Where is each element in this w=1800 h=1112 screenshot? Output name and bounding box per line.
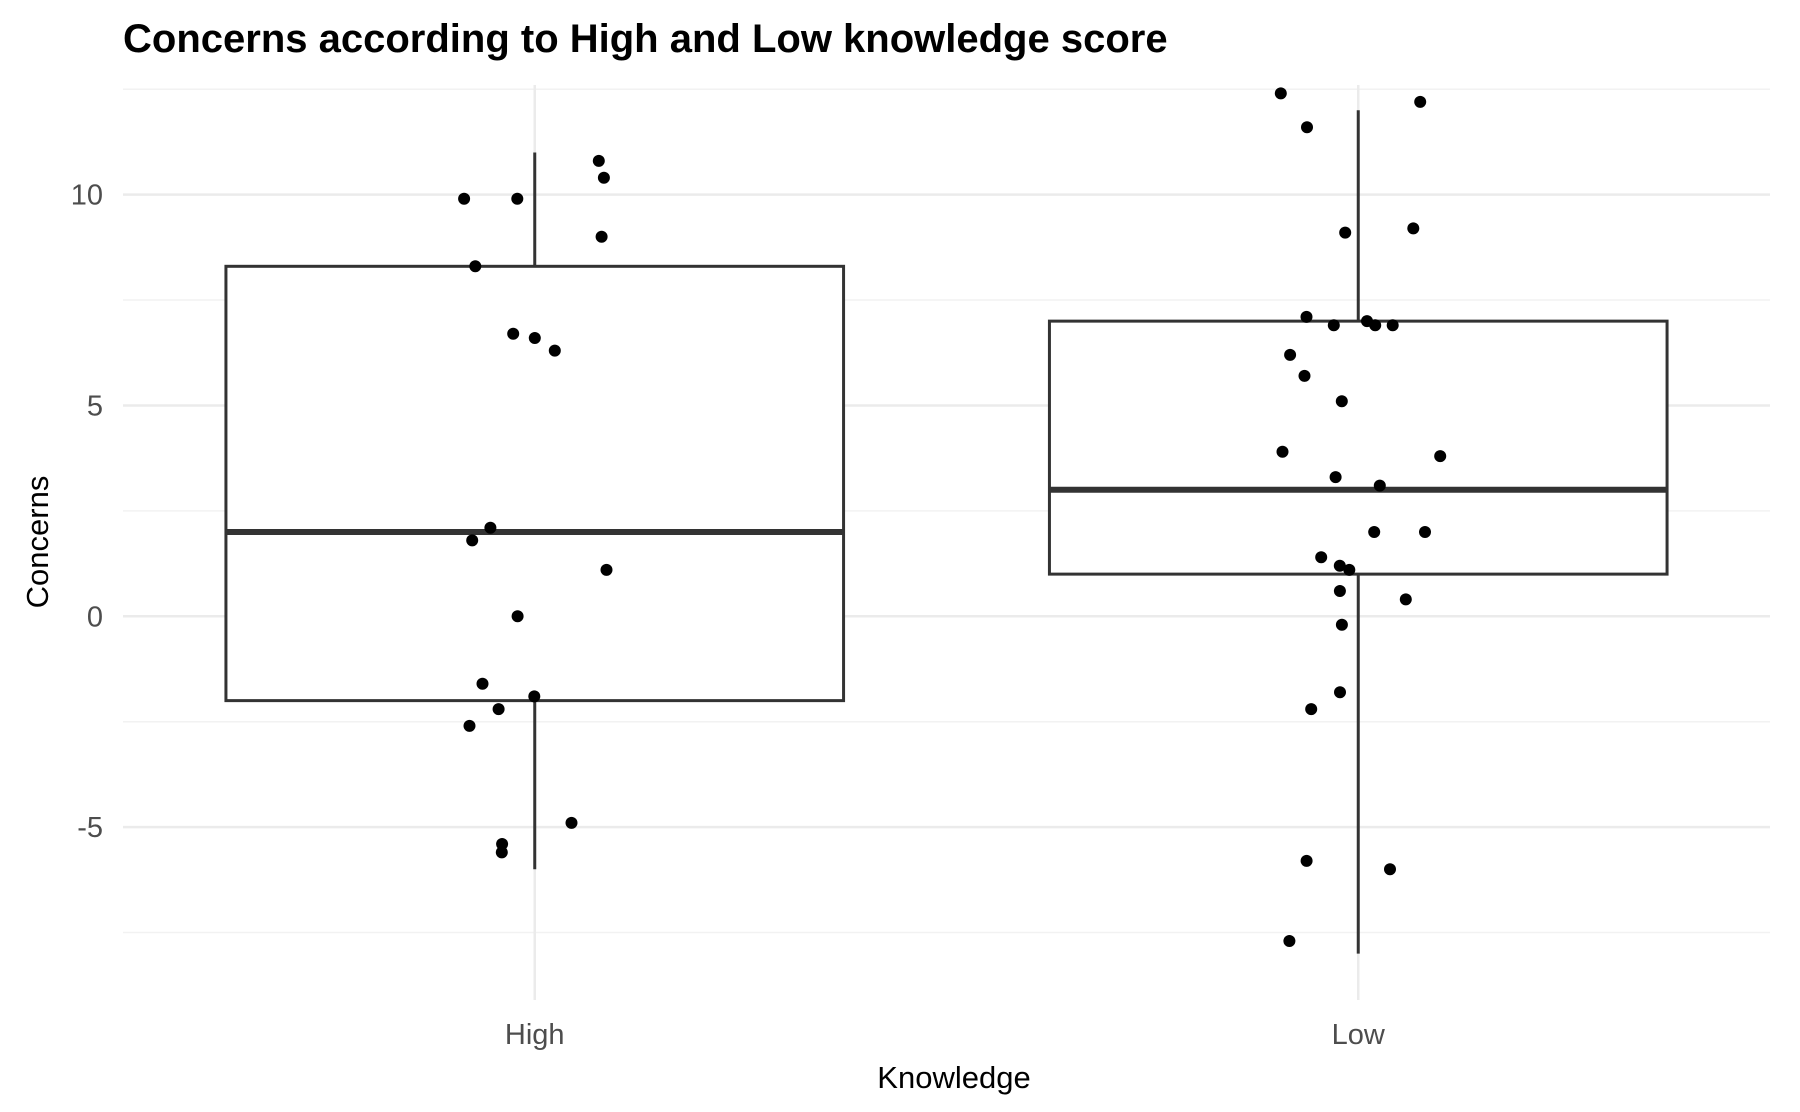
data-point (492, 703, 505, 716)
data-point (1300, 854, 1313, 867)
data-point (1335, 618, 1348, 631)
y-axis-title: Concerns (20, 476, 55, 609)
data-point (1327, 319, 1340, 332)
data-point (548, 344, 561, 357)
y-tick-label: -5 (77, 812, 103, 844)
data-point (1414, 95, 1427, 108)
y-tick-label: 0 (87, 601, 103, 633)
data-point (1434, 450, 1447, 463)
data-point (1283, 935, 1296, 947)
data-point (595, 230, 608, 243)
data-point (507, 327, 520, 340)
x-tick-label: High (505, 1019, 565, 1051)
data-point (511, 610, 524, 623)
data-point (1274, 87, 1287, 100)
data-point (1384, 863, 1396, 876)
data-point (463, 719, 476, 732)
data-point (458, 192, 471, 205)
data-point (1301, 121, 1313, 134)
data-point (1373, 479, 1386, 492)
box-high (224, 152, 846, 870)
y-tick-label: 10 (71, 180, 103, 212)
data-point (1284, 348, 1297, 361)
data-point (511, 192, 524, 205)
box-low (1047, 110, 1669, 954)
jitter-points (458, 87, 1447, 947)
data-point (1333, 559, 1346, 572)
data-point (592, 154, 605, 167)
y-axis-tick-labels: -5 0 5 10 (71, 180, 103, 844)
data-point (1335, 395, 1348, 408)
data-point (1300, 310, 1313, 323)
data-point (1407, 222, 1420, 235)
data-point (476, 677, 489, 690)
chart-title: Concerns according to High and Low knowl… (123, 17, 1168, 61)
data-point (1276, 445, 1289, 458)
x-tick-label: Low (1332, 1019, 1386, 1051)
data-point (484, 521, 497, 534)
x-axis-title: Knowledge (877, 1060, 1030, 1095)
data-point (1334, 686, 1346, 699)
data-point (1368, 526, 1381, 538)
data-point (1369, 319, 1382, 332)
data-point (528, 332, 541, 344)
data-point (466, 534, 479, 547)
data-point (597, 171, 610, 184)
data-point (1305, 703, 1318, 716)
data-point (1419, 526, 1431, 538)
x-axis-tick-labels: High Low (505, 1019, 1386, 1051)
data-point (1343, 563, 1356, 576)
data-point (1386, 319, 1399, 332)
data-point (600, 563, 613, 576)
data-point (495, 846, 508, 859)
box-rect (224, 264, 846, 703)
data-point (1333, 585, 1346, 597)
data-point (1399, 593, 1412, 606)
data-point (528, 690, 541, 703)
data-point (496, 838, 509, 850)
data-point (1315, 551, 1328, 564)
boxes (224, 110, 1669, 954)
data-point (1339, 226, 1352, 239)
data-point (565, 816, 578, 829)
box-rect (1047, 319, 1669, 576)
data-point (1298, 369, 1311, 382)
data-point (1329, 471, 1342, 484)
y-tick-label: 5 (87, 390, 103, 422)
data-point (469, 260, 482, 273)
